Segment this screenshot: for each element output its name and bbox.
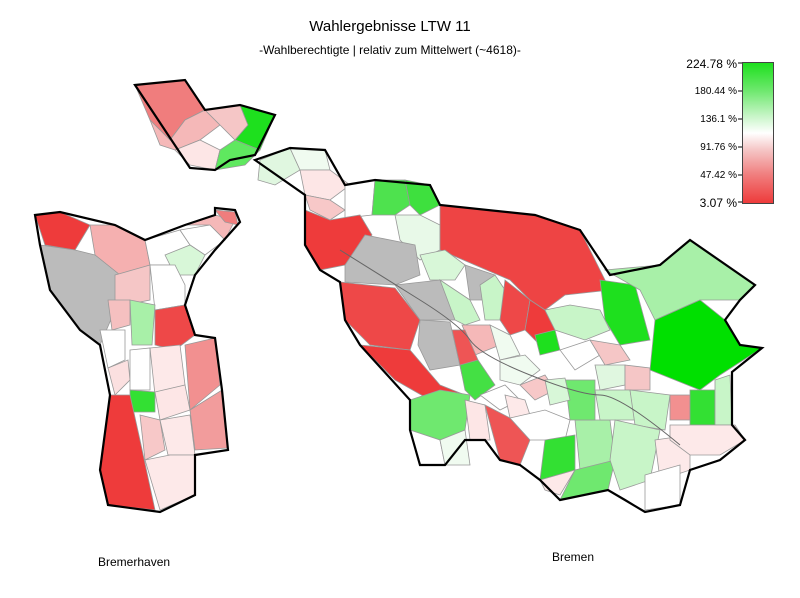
district <box>304 194 346 221</box>
legend-label: 224.78 % <box>686 57 737 71</box>
district <box>99 329 126 369</box>
district <box>419 249 466 281</box>
district <box>344 234 421 286</box>
legend-color-bar <box>742 62 774 204</box>
district <box>139 414 166 461</box>
district <box>464 399 491 441</box>
district <box>371 179 411 216</box>
district <box>149 264 186 311</box>
legend-label: 91.76 % <box>700 142 737 153</box>
district <box>509 409 571 441</box>
district <box>439 429 471 466</box>
district <box>484 404 531 466</box>
district <box>534 329 561 356</box>
district <box>629 389 671 431</box>
map-subtitle: -Wahlberechtigte | relativ zum Mittelwer… <box>259 43 521 57</box>
legend-label: 136.1 % <box>700 114 737 125</box>
district <box>459 359 496 401</box>
district <box>159 414 196 456</box>
district <box>624 364 651 391</box>
district <box>609 419 661 491</box>
district <box>154 304 196 351</box>
district <box>439 204 611 311</box>
district <box>499 354 541 386</box>
district <box>299 169 351 201</box>
district <box>589 339 631 366</box>
bremerhaven-map <box>33 78 277 514</box>
district <box>544 377 571 406</box>
district <box>594 364 626 391</box>
legend-label: 47.42 % <box>700 170 737 181</box>
district <box>179 224 226 256</box>
bremen-map <box>252 146 765 514</box>
district <box>489 324 521 361</box>
district <box>417 319 461 371</box>
region-label-bremerhaven: Bremerhaven <box>98 555 171 569</box>
district <box>129 389 156 413</box>
district <box>544 304 611 341</box>
district <box>107 299 131 331</box>
region-label-bremen: Bremen <box>552 550 595 564</box>
district <box>439 278 481 326</box>
district <box>184 337 221 411</box>
legend-label: 3.07 % <box>699 196 737 210</box>
district <box>689 389 716 426</box>
district <box>499 279 531 336</box>
river-weser <box>339 249 681 446</box>
legend-label: 180.44 % <box>694 86 737 97</box>
district <box>344 179 376 219</box>
district <box>129 299 156 346</box>
district <box>669 424 746 456</box>
map-title: Wahlergebnisse LTW 11 <box>309 18 471 35</box>
district <box>129 347 151 391</box>
district <box>714 374 733 426</box>
district <box>669 394 691 421</box>
district <box>594 389 636 421</box>
